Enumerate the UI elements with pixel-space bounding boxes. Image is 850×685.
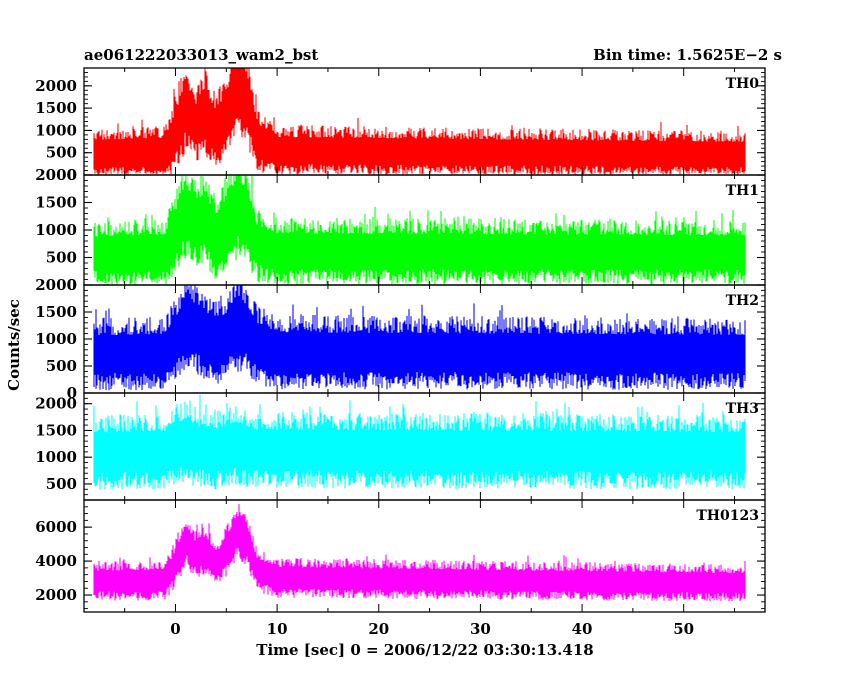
y-tick-label: 2000: [35, 77, 77, 95]
chart-title-right: Bin time: 1.5625E−2 s: [593, 46, 782, 64]
y-tick-label: 1500: [35, 303, 77, 321]
y-tick-label: 500: [46, 475, 77, 493]
panel-th1: 0 500 1000 1500 2000 TH1: [35, 166, 766, 294]
chart-title-left: ae061222033013_wam2_bst: [84, 46, 318, 64]
y-tick-label: 1000: [35, 448, 77, 466]
y-tick-label: 1500: [35, 421, 77, 439]
x-tick-label: 0: [170, 620, 180, 638]
x-tick-labels-group: 0 10 20 30 40 50: [170, 620, 694, 638]
panel-th0: 0 500 1000 1500 2000 TH0: [35, 67, 766, 184]
x-axis-title: Time [sec] 0 = 2006/12/22 03:30:13.418: [256, 641, 593, 659]
y-tick-label: 0: [67, 384, 77, 402]
y-tick-label: 4000: [35, 552, 77, 570]
series-th3: [93, 394, 746, 490]
y-tick-label: 1000: [35, 330, 77, 348]
panel-label-th3: TH3: [726, 401, 759, 417]
panel-th2: 0 500 1000 1500 2000 TH2: [35, 276, 766, 402]
y-tick-label: 1000: [35, 221, 77, 239]
y-tick-label: 500: [46, 144, 77, 162]
panel-label-th2: TH2: [726, 293, 759, 309]
y-tick-label: 1500: [35, 99, 77, 117]
y-tick-label: 500: [46, 357, 77, 375]
y-tick-label: 1000: [35, 121, 77, 139]
panel-label-th1: TH1: [726, 183, 759, 199]
panel-th3: 500 1000 1500 2000 TH3: [35, 392, 766, 501]
panel-label-th0: TH0: [726, 76, 760, 92]
series-th2: [93, 285, 746, 391]
series-th0123: [93, 504, 746, 602]
y-tick-label: 2000: [35, 395, 77, 413]
y-tick-label: 2000: [35, 586, 77, 604]
y-tick-label: 1500: [35, 194, 77, 212]
y-tick-label: 6000: [35, 518, 77, 536]
series-th1: [93, 175, 746, 285]
panel-label-th0123: TH0123: [696, 508, 759, 524]
series-th0: [93, 68, 746, 175]
y-tick-label: 0: [67, 276, 77, 294]
x-tick-label: 40: [572, 620, 593, 638]
x-tick-label: 10: [267, 620, 288, 638]
panel-th0123: 2000 4000 6000 TH0123: [35, 499, 766, 613]
x-tick-label: 20: [368, 620, 389, 638]
y-tick-label: 500: [46, 249, 77, 267]
y-axis-title: Counts/sec: [5, 299, 23, 391]
x-tick-label: 30: [470, 620, 491, 638]
panel-frame: [83, 499, 766, 613]
y-tick-label: 2000: [35, 166, 77, 184]
x-tick-label: 50: [673, 620, 694, 638]
y-tick-label: 2000: [35, 276, 77, 294]
y-tick-label: 0: [67, 166, 77, 184]
